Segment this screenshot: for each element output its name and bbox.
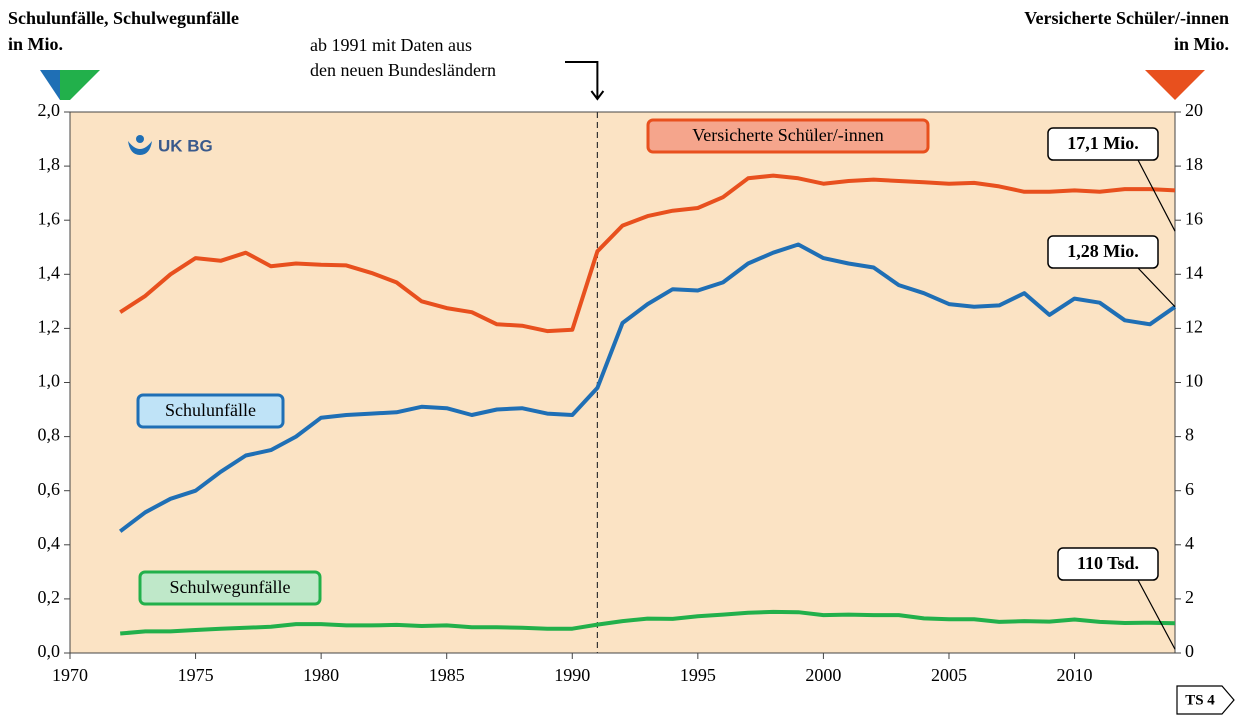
y2-tick-label: 2	[1185, 587, 1194, 607]
y2-axis-title: Versicherte Schüler/-innen	[1024, 8, 1229, 28]
legend-box	[136, 393, 285, 429]
y-axis-title: Schulunfälle, Schulwegunfälle	[8, 8, 239, 28]
x-tick-label: 2010	[1057, 665, 1093, 685]
y-tick-label: 0,8	[38, 425, 61, 445]
badge-box	[1176, 685, 1235, 715]
callout-box	[1047, 127, 1159, 161]
annotation: ab 1991 mit Daten aus	[310, 35, 472, 55]
axis-marker	[60, 70, 100, 100]
legend-box	[138, 570, 322, 606]
y-tick-label: 1,8	[38, 154, 61, 174]
callout-pointer	[1137, 159, 1176, 232]
legend-label: Versicherte Schüler/-innen	[692, 125, 883, 145]
callout-label: 17,1 Mio.	[1067, 133, 1139, 153]
y-tick-label: 0,6	[38, 479, 61, 499]
y-tick-label: 1,0	[38, 371, 61, 391]
callout-label: 1,28 Mio.	[1067, 241, 1139, 261]
y2-tick-label: 6	[1185, 479, 1194, 499]
x-tick-label: 1985	[429, 665, 465, 685]
y-tick-label: 0,0	[38, 641, 61, 661]
x-tick-label: 1995	[680, 665, 716, 685]
logo: UK BG	[158, 136, 213, 155]
y2-tick-label: 12	[1185, 317, 1203, 337]
x-tick-label: 1975	[178, 665, 214, 685]
x-tick-label: 1990	[554, 665, 590, 685]
y-tick-label: 1,6	[38, 208, 61, 228]
y2-tick-label: 20	[1185, 100, 1203, 120]
series-line	[120, 609, 1176, 636]
badge: TS 4	[1185, 692, 1215, 708]
x-tick-label: 2005	[931, 665, 967, 685]
x-tick-label: 1980	[303, 665, 339, 685]
x-tick-label: 1970	[52, 665, 88, 685]
y2-tick-label: 10	[1185, 371, 1203, 391]
series-line	[119, 173, 1176, 334]
logo-icon	[136, 135, 144, 143]
legend-label: Schulwegunfälle	[170, 577, 291, 597]
callout-box	[1047, 235, 1159, 269]
y-tick-label: 1,2	[38, 317, 61, 337]
callout-pointer	[1137, 267, 1176, 308]
series-line	[118, 242, 1177, 533]
axis-marker	[1145, 70, 1205, 100]
y-axis-title: in Mio.	[8, 34, 63, 54]
y2-tick-label: 0	[1185, 641, 1194, 661]
y-tick-label: 1,4	[38, 262, 61, 282]
y-tick-label: 2,0	[38, 100, 61, 120]
y2-tick-label: 18	[1185, 154, 1203, 174]
y2-tick-label: 4	[1185, 533, 1194, 553]
y2-tick-label: 8	[1185, 425, 1194, 445]
x-tick-label: 2000	[805, 665, 841, 685]
y2-tick-label: 14	[1185, 262, 1203, 282]
legend-label: Schulunfälle	[165, 400, 256, 420]
plot-area	[69, 111, 1176, 654]
callout-label: 110 Tsd.	[1077, 553, 1139, 573]
logo-icon	[128, 141, 152, 155]
y-tick-label: 0,4	[38, 533, 61, 553]
y-tick-label: 0,2	[38, 587, 61, 607]
callout-box	[1057, 547, 1159, 581]
legend-box	[646, 118, 930, 154]
annotation: den neuen Bundesländern	[310, 60, 496, 80]
callout-pointer	[1137, 579, 1176, 650]
y2-tick-label: 16	[1185, 208, 1203, 228]
y2-axis-title: in Mio.	[1174, 34, 1229, 54]
annotation-arrow	[565, 61, 605, 101]
